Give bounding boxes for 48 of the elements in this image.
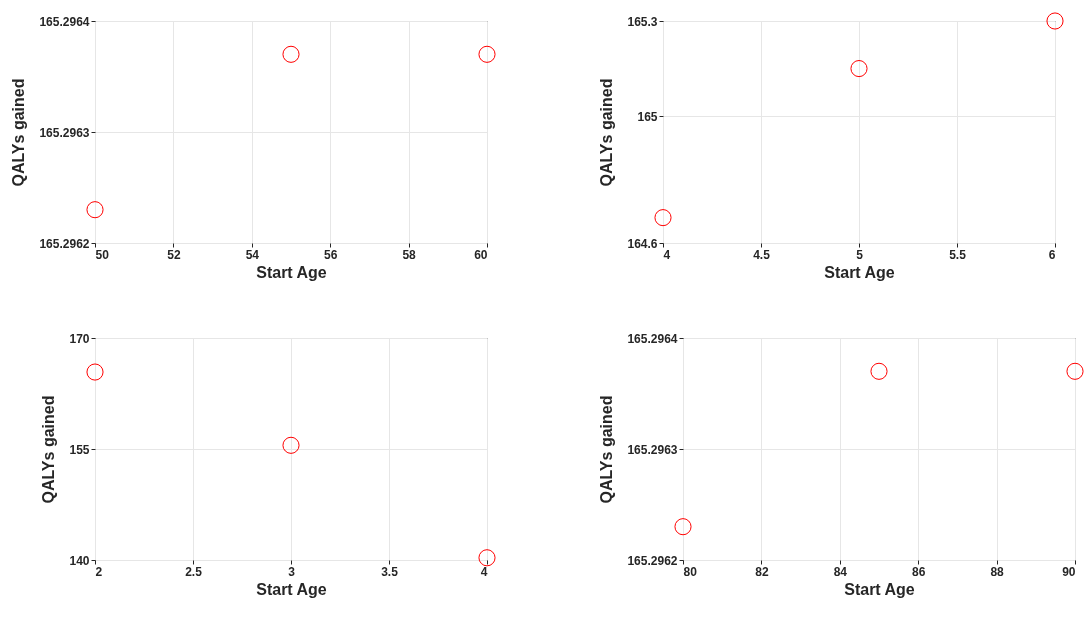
x-tick-label: 5 xyxy=(856,247,864,262)
y-axis-title: QALYs gained xyxy=(598,78,616,187)
x-axis-title: Start Age xyxy=(256,580,327,598)
x-tick-label: 88 xyxy=(990,564,1005,579)
x-tick-label: 58 xyxy=(402,247,417,262)
y-tick-label: 155 xyxy=(69,442,90,457)
x-tick-label: 4 xyxy=(480,564,488,579)
y-tick-label: 165.2962 xyxy=(39,236,90,251)
x-axis-title: Start Age xyxy=(844,580,915,598)
x-tick-label: 90 xyxy=(1062,564,1076,579)
point xyxy=(282,436,300,454)
x-tick-label: 6 xyxy=(1048,247,1056,262)
y-tick-label: 165.3 xyxy=(627,14,658,29)
point xyxy=(850,60,868,78)
y-tick-label: 165 xyxy=(637,109,658,124)
y-axis-title: QALYs gained xyxy=(598,395,616,504)
y-tick-label: 165.2963 xyxy=(39,125,90,140)
x-tick-label: 84 xyxy=(833,564,848,579)
y-tick-label: 164.6 xyxy=(627,236,658,251)
y-tick-label: 165.2962 xyxy=(627,553,678,568)
x-tick-label: 5.5 xyxy=(949,247,967,262)
y-tick-label: 165.2963 xyxy=(627,442,678,457)
x-tick-label: 2 xyxy=(95,564,103,579)
x-tick-label: 3.5 xyxy=(381,564,399,579)
x-axis-title: Start Age xyxy=(256,263,327,281)
x-tick-label: 60 xyxy=(474,247,488,262)
point xyxy=(654,209,672,227)
point xyxy=(478,549,496,567)
x-tick-label: 50 xyxy=(95,247,110,262)
y-tick-label: 165.2964 xyxy=(39,14,90,29)
x-tick-label: 80 xyxy=(683,564,698,579)
y-tick-label: 140 xyxy=(69,553,90,568)
x-tick-label: 86 xyxy=(912,564,926,579)
x-tick-label: 2.5 xyxy=(185,564,203,579)
x-tick-label: 52 xyxy=(167,247,181,262)
y-tick-label: 165.2964 xyxy=(627,331,678,346)
x-tick-label: 56 xyxy=(324,247,338,262)
point xyxy=(1046,12,1064,30)
y-axis-title: QALYs gained xyxy=(40,395,58,504)
x-tick-label: 4.5 xyxy=(753,247,771,262)
y-tick-label: 170 xyxy=(69,331,90,346)
point xyxy=(86,363,104,381)
y-axis-title: QALYs gained xyxy=(10,78,28,187)
x-tick-label: 3 xyxy=(288,564,296,579)
x-tick-label: 4 xyxy=(663,247,671,262)
x-tick-label: 82 xyxy=(755,564,769,579)
x-axis-title: Start Age xyxy=(824,263,895,281)
x-tick-label: 54 xyxy=(245,247,260,262)
